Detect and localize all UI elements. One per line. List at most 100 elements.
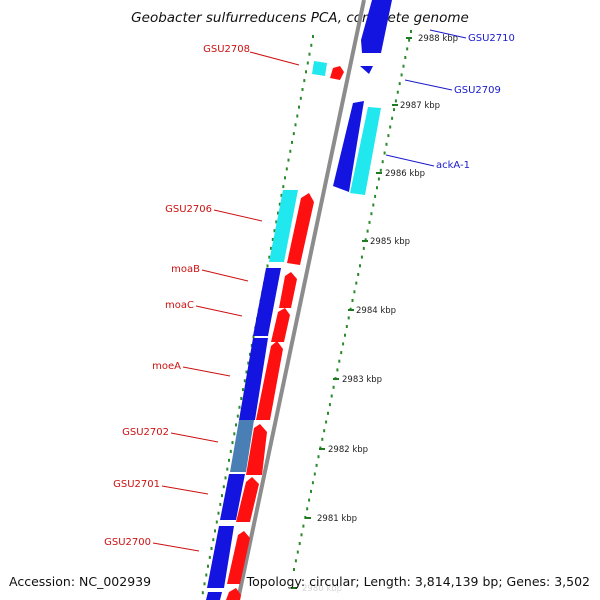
ruler-dot [242,388,244,392]
gene-GSU2708-rna[interactable] [312,61,327,76]
ruler-dot [210,547,213,550]
gene-GSU2700-rev[interactable] [207,526,234,588]
ruler-dot [406,47,409,51]
gene-ackA-rna[interactable] [350,107,381,195]
gene-moeA-fwd[interactable] [256,341,283,420]
tick-label: 2983 kbp [342,375,382,385]
label-GSU2706[interactable]: GSU2706 [165,204,212,215]
gene-GSU2701-fwd[interactable] [236,477,259,522]
gene-GSU2709[interactable] [360,66,373,74]
ruler-dot [205,573,208,577]
gene-GSU2701-rev[interactable] [220,474,245,520]
left-labels: GSU2708 GSU2706 moaB moaC moeA GSU2702 G… [104,44,250,548]
gene-GSU2700-fwd[interactable] [227,531,250,584]
gene-track-rna [269,61,381,262]
ruler-dot [308,52,311,56]
left-leaders [152,51,300,552]
ruler-dot [357,273,360,276]
tick-label: 2986 kbp [385,169,425,179]
label-GSU2701[interactable]: GSU2701 [113,479,160,490]
ruler-dot [321,437,324,441]
label-ackA-1[interactable]: ackA-1 [436,160,470,171]
ruler-ticks [291,37,412,589]
label-GSU2708[interactable]: GSU2708 [203,44,250,55]
gene-bottom-fwd[interactable] [226,588,241,600]
ruler-dot [292,132,295,136]
label-GSU2710[interactable]: GSU2710 [468,33,515,44]
ruler-dot [302,524,305,528]
ruler-dot [383,151,386,155]
gene-bottom-rev[interactable] [206,592,222,600]
ruler-dot [215,520,218,524]
ruler-dot [313,472,316,476]
gene-GSU2702-fwd[interactable] [246,424,267,475]
label-GSU2702[interactable]: GSU2702 [122,427,169,438]
ruler-dot [294,559,297,563]
leader-GSU2701 [161,485,209,495]
gene-GSU2706-rna[interactable] [269,190,298,262]
ruler-dot [296,550,299,554]
ruler-dot [368,220,371,224]
ruler-dot [296,114,299,118]
ruler-dot [328,403,331,407]
ruler-dot [362,246,365,250]
ruler-dot [238,405,241,409]
ruler-dot [252,335,255,339]
label-moaB[interactable]: moaB [171,264,200,275]
label-GSU2709[interactable]: GSU2709 [454,85,501,96]
ruler-dot [219,502,222,506]
ruler-dot [282,185,285,189]
gene-GSU2708-fwd[interactable] [330,66,344,80]
ruler-dot [376,186,378,190]
ruler-dot [303,79,306,83]
ruler-dot [308,498,311,502]
ruler-dot [300,533,303,537]
gene-moaB-rev[interactable] [253,268,281,336]
ruler-dot [224,476,227,480]
tick-label: 2985 kbp [370,237,410,247]
ruler-dot [338,359,341,363]
label-moeA[interactable]: moeA [152,361,181,372]
ruler-dot [381,160,384,164]
ruler-dot [372,203,375,207]
ruler-dot [245,370,248,374]
ruler-dot [342,342,345,346]
ruler-labels: 2988 kbp 2987 kbp 2986 kbp 2985 kbp 2984… [302,34,458,594]
gene-moaB-fwd[interactable] [279,272,297,308]
genome-backbone [236,0,366,600]
ruler-dot [228,458,230,462]
leader-GSU2708 [249,51,300,66]
ruler-dot [336,368,339,372]
label-GSU2700[interactable]: GSU2700 [104,537,151,548]
ruler-dot [266,264,269,268]
ruler-dot [305,70,307,74]
gene-GSU2706-fwd[interactable] [287,193,314,265]
ruler-dot [330,394,333,398]
gene-GSU2702-rev[interactable] [230,420,254,472]
ruler-dot [275,220,278,224]
ruler-dot [325,420,328,424]
tick-label: 2984 kbp [356,306,396,316]
ruler-dot [359,264,361,268]
right-labels: GSU2710 GSU2709 ackA-1 [436,33,515,171]
ruler-dot [396,90,399,94]
ruler-dot [208,555,211,559]
ruler-dot [408,38,411,42]
gene-moaC-fwd[interactable] [271,308,290,342]
ruler-dot [364,238,367,242]
gene-moaC-rev[interactable] [239,338,268,420]
ruler-dots-right [293,30,412,571]
gene-ackA-1[interactable] [333,101,364,192]
label-moaC[interactable]: moaC [165,300,194,311]
ruler-dot [353,290,356,294]
topology-text: Topology: circular; Length: 3,814,139 bp… [246,574,590,589]
ruler-dot [344,333,346,337]
ruler-dot [355,281,358,285]
gene-GSU2710[interactable] [361,0,392,53]
ruler-dot [214,529,216,533]
ruler-dot [385,142,388,146]
ruler-dot [315,463,318,467]
ruler-dot [404,56,407,59]
